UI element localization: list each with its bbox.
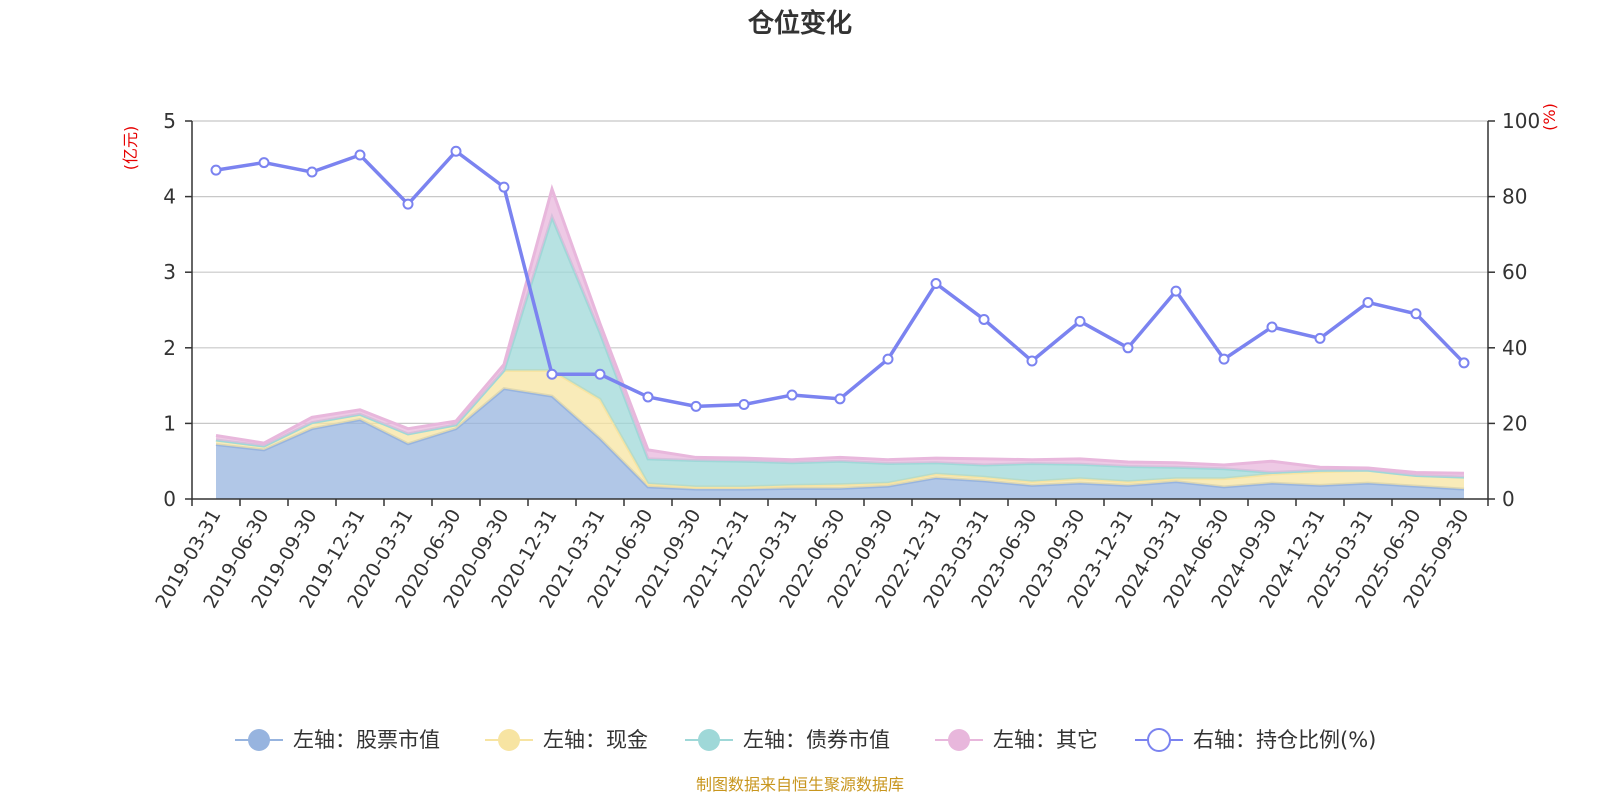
ratio-point — [930, 278, 942, 290]
ratio-point — [594, 368, 606, 380]
right-tick-label: 80 — [1502, 185, 1527, 209]
gridlines — [192, 120, 1488, 424]
ratio-point — [450, 145, 462, 157]
ratio-point — [1074, 315, 1086, 327]
legend-marker — [498, 729, 520, 751]
legend-marker — [1147, 728, 1171, 752]
left-tick-label: 1 — [163, 411, 176, 435]
area-series-0 — [216, 388, 1464, 499]
legend: 左轴：股票市值 左轴：现金 左轴：债券市值 左轴：其它 右轴：持仓比例(%) — [235, 728, 1376, 752]
right-axis-ticks: 0 20 40 60 80 100 — [1488, 109, 1540, 511]
ratio-point — [1410, 308, 1422, 320]
left-axis-ticks: 0 1 2 3 4 5 — [163, 109, 192, 511]
right-tick-label: 60 — [1502, 260, 1527, 284]
ratio-point — [642, 391, 654, 403]
ratio-point — [738, 399, 750, 410]
ratio-point — [690, 400, 702, 412]
source-note: 制图数据来自恒生聚源数据库 — [696, 775, 904, 794]
ratio-point — [210, 164, 222, 176]
right-tick-label: 40 — [1502, 336, 1527, 360]
legend-marker — [248, 729, 270, 751]
ratio-point — [1314, 332, 1326, 344]
legend-label: 左轴：现金 — [543, 728, 648, 752]
ratio-point — [258, 157, 270, 169]
legend-item-1[interactable]: 左轴：现金 — [485, 728, 648, 752]
legend-label: 左轴：股票市值 — [293, 728, 440, 752]
legend-marker — [698, 729, 720, 751]
left-tick-label: 4 — [163, 185, 176, 209]
right-tick-label: 100 — [1502, 109, 1540, 133]
legend-label: 左轴：债券市值 — [743, 728, 890, 752]
ratio-point — [402, 198, 414, 210]
legend-item-4[interactable]: 右轴：持仓比例(%) — [1135, 728, 1376, 752]
right-tick-label: 0 — [1502, 487, 1515, 511]
left-tick-label: 0 — [163, 487, 176, 511]
legend-item-0[interactable]: 左轴：股票市值 — [235, 728, 440, 752]
right-tick-label: 20 — [1502, 411, 1527, 435]
area-series-edge-3 — [215, 184, 1465, 475]
left-tick-label: 2 — [163, 336, 176, 360]
ratio-point — [1122, 342, 1134, 354]
ratio-point — [978, 313, 990, 325]
right-axis-unit: (%) — [1540, 103, 1559, 131]
ratio-point — [1170, 285, 1182, 297]
legend-marker — [948, 729, 970, 751]
holding-ratio-line — [210, 145, 1470, 412]
x-axis-ticks: 2019-03-312019-06-302019-09-302019-12-31… — [151, 499, 1489, 612]
legend-label: 右轴：持仓比例(%) — [1193, 728, 1376, 752]
ratio-point — [1362, 296, 1374, 308]
left-axis-unit: (亿元) — [121, 126, 140, 171]
ratio-point — [306, 166, 318, 178]
area-series-1 — [216, 370, 1464, 490]
left-tick-label: 5 — [163, 109, 176, 133]
ratio-point — [1458, 357, 1470, 369]
ratio-point — [498, 181, 510, 193]
ratio-point — [882, 353, 894, 365]
legend-item-3[interactable]: 左轴：其它 — [935, 728, 1098, 752]
stacked-areas — [215, 184, 1465, 499]
ratio-point — [786, 389, 798, 401]
ratio-point — [1218, 353, 1230, 365]
legend-item-2[interactable]: 左轴：债券市值 — [685, 728, 890, 752]
ratio-point — [834, 393, 846, 405]
ratio-point — [354, 149, 366, 161]
ratio-point — [1266, 321, 1278, 333]
axes — [191, 121, 1489, 500]
ratio-line-path — [215, 149, 1466, 409]
ratio-point — [1026, 355, 1038, 367]
ratio-point — [546, 368, 558, 380]
left-tick-label: 3 — [163, 260, 176, 284]
legend-label: 左轴：其它 — [993, 728, 1098, 752]
chart-title: 仓位变化 — [747, 8, 852, 39]
